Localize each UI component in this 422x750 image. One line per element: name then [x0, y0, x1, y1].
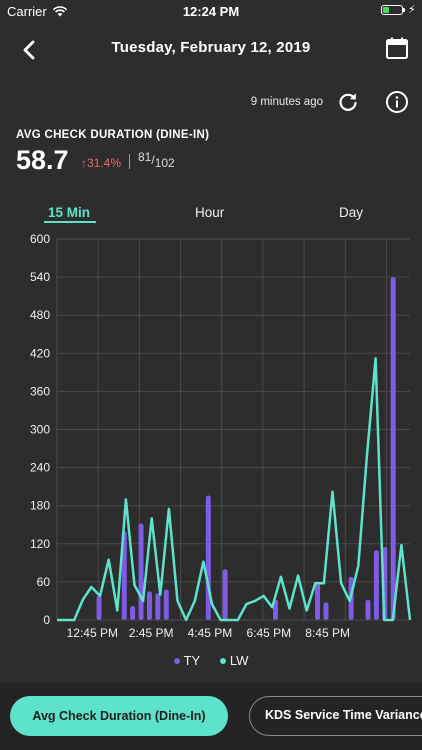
ratio-denominator: 102	[154, 156, 175, 170]
legend-dot-lw	[219, 657, 226, 664]
refresh-icon[interactable]	[336, 90, 360, 114]
metric-tab-kds-service-time[interactable]: KDS Service Time Variance	[249, 696, 422, 736]
page-title: Tuesday, February 12, 2019	[111, 39, 311, 56]
y-tick-label: 0	[43, 613, 50, 627]
tab-15-min[interactable]: 15 Min	[48, 205, 91, 220]
ratio-numerator: 81	[138, 150, 152, 164]
metric-title: AVG CHECK DURATION (DINE-IN)	[16, 129, 210, 141]
bar-ty	[121, 531, 127, 620]
active-tab-indicator	[44, 221, 96, 223]
y-tick-label: 240	[30, 461, 50, 475]
bar-ty	[323, 602, 329, 620]
bar-ty	[130, 606, 136, 620]
x-tick-label: 4:45 PM	[188, 626, 233, 640]
legend-item-lw: LW	[219, 653, 249, 668]
charging-icon: ⚡	[408, 4, 416, 16]
metric-divider	[129, 154, 130, 169]
bar-ty	[273, 599, 279, 620]
y-tick-label: 180	[30, 499, 50, 513]
x-tick-label: 2:45 PM	[129, 626, 174, 640]
x-tick-label: 12:45 PM	[67, 626, 118, 640]
bar-ty	[138, 523, 144, 620]
metric-value: 58.7	[16, 145, 69, 175]
carrier-label: Carrier	[7, 4, 47, 19]
clock: 12:24 PM	[182, 4, 240, 19]
x-tick-label: 8:45 PM	[305, 626, 350, 640]
wifi-icon	[52, 5, 68, 20]
tab-day[interactable]: Day	[339, 205, 364, 220]
bar-ty	[96, 595, 102, 620]
back-chevron-icon[interactable]	[16, 36, 44, 64]
line-lw	[57, 357, 412, 622]
bar-ty	[390, 277, 396, 620]
x-tick-label: 6:45 PM	[246, 626, 291, 640]
metric-ratio: 81/102	[138, 150, 175, 170]
y-tick-label: 360	[30, 384, 50, 398]
y-tick-label: 60	[37, 575, 51, 589]
tab-hour[interactable]: Hour	[195, 205, 225, 220]
metric-change: ↑31.4%	[81, 156, 122, 170]
metric-selector-bar: Avg Check Duration (Dine-In) KDS Service…	[0, 683, 422, 750]
y-tick-label: 600	[30, 232, 50, 246]
battery-icon	[381, 5, 405, 15]
legend-label-ty: TY	[183, 653, 201, 668]
bar-ty	[365, 599, 371, 620]
info-icon[interactable]	[385, 90, 409, 114]
bar-ty	[163, 589, 169, 620]
status-bar: Carrier 12:24 PM ⚡	[0, 0, 422, 22]
legend-label-lw: LW	[229, 653, 249, 668]
bar-ty	[373, 550, 379, 620]
legend-item-ty: TY	[173, 653, 201, 668]
bar-ty	[205, 495, 211, 620]
bar-ty	[315, 583, 321, 620]
y-tick-label: 540	[30, 270, 50, 284]
bar-ty	[222, 569, 228, 620]
y-tick-label: 300	[30, 423, 50, 437]
y-tick-label: 420	[30, 346, 50, 360]
metric-tab-avg-check-duration[interactable]: Avg Check Duration (Dine-In)	[10, 696, 228, 736]
y-tick-label: 120	[30, 537, 50, 551]
bar-ty	[155, 593, 161, 620]
bar-ty	[146, 591, 152, 620]
calendar-icon[interactable]	[385, 36, 409, 60]
last-updated-label: 9 minutes ago	[250, 96, 323, 108]
y-tick-label: 480	[30, 308, 50, 322]
legend-dot-ty	[173, 657, 180, 664]
navigation-bar: Tuesday, February 12, 2019	[0, 22, 422, 74]
chart-legend: TY LW	[0, 653, 422, 668]
